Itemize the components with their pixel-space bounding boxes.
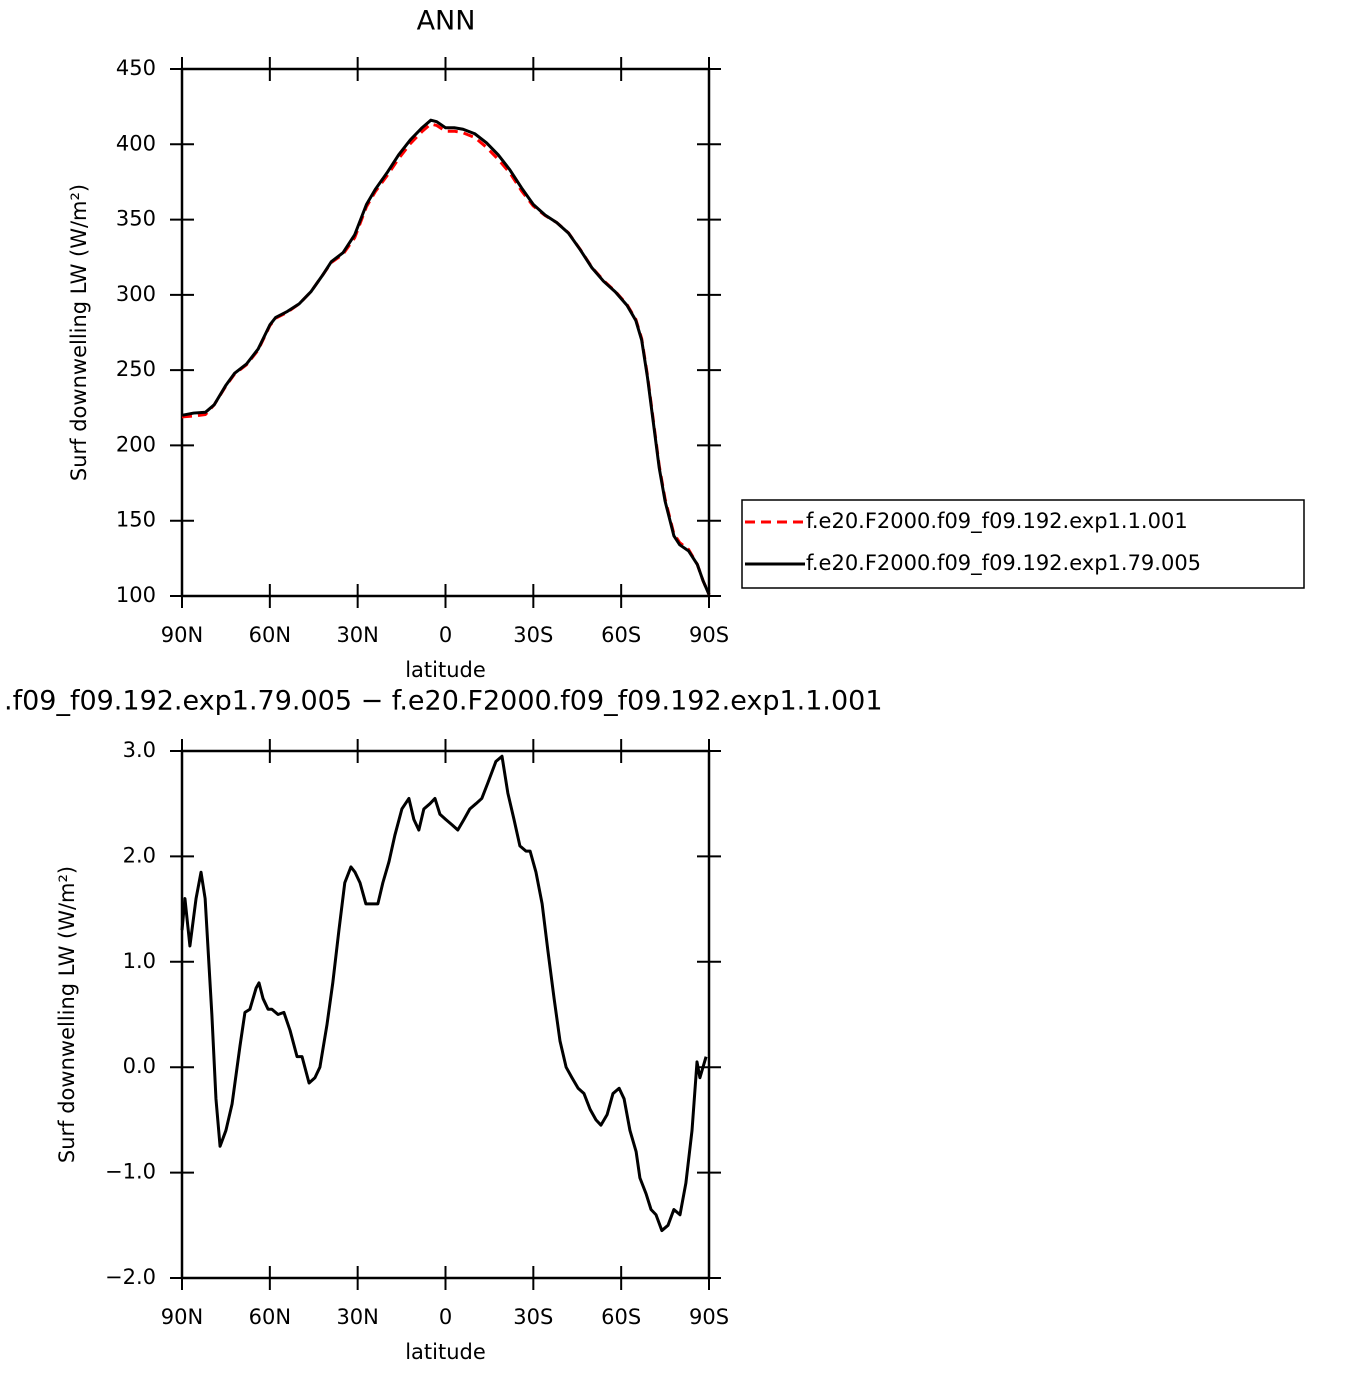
y-axis-label: Surf downwelling LW (W/m²): [55, 866, 79, 1163]
y-tick-label: 1.0: [123, 949, 156, 973]
plot-frame: [180, 67, 711, 598]
y-tick-label: 0.0: [123, 1054, 156, 1078]
x-axis-label: latitude: [405, 1340, 486, 1364]
data-line: [180, 754, 708, 1233]
y-tick-label: 350: [116, 207, 156, 231]
y-tick-label: 150: [116, 508, 156, 532]
x-tick-label: 90S: [689, 623, 729, 647]
y-tick-label: 250: [116, 357, 156, 381]
data-line: [181, 122, 711, 596]
x-tick-label: 90N: [161, 623, 203, 647]
y-tick-label: −2.0: [105, 1265, 156, 1289]
x-tick-label: 30N: [336, 623, 378, 647]
legend-box: [741, 499, 1305, 589]
chart-title: .f09_f09.192.exp1.79.005 − f.e20.F2000.f…: [4, 686, 883, 717]
x-tick-label: 30N: [336, 1305, 378, 1329]
data-line: [181, 118, 711, 596]
legend-label: f.e20.F2000.f09_f09.192.exp1.79.005: [806, 551, 1201, 576]
x-tick-label: 90N: [161, 1305, 203, 1329]
y-tick-label: 200: [116, 432, 156, 456]
x-tick-label: 60N: [249, 623, 291, 647]
y-tick-label: 450: [116, 56, 156, 80]
y-tick-label: 2.0: [123, 843, 156, 867]
x-tick-label: 0: [439, 623, 452, 647]
y-tick-label: 300: [116, 282, 156, 306]
chart-title: ANN: [417, 6, 476, 37]
x-tick-label: 60S: [601, 1305, 641, 1329]
y-tick-label: 400: [116, 131, 156, 155]
plot-frame: [180, 749, 711, 1280]
x-tick-label: 90S: [689, 1305, 729, 1329]
x-tick-label: 60S: [601, 623, 641, 647]
y-tick-label: 100: [116, 583, 156, 607]
y-tick-label: −1.0: [105, 1160, 156, 1184]
x-axis-label: latitude: [405, 658, 486, 682]
x-tick-label: 30S: [513, 623, 553, 647]
y-axis-label: Surf downwelling LW (W/m²): [67, 184, 91, 481]
x-tick-label: 60N: [249, 1305, 291, 1329]
legend-label: f.e20.F2000.f09_f09.192.exp1.1.001: [806, 509, 1188, 534]
x-tick-label: 30S: [513, 1305, 553, 1329]
x-tick-label: 0: [439, 1305, 452, 1329]
y-tick-label: 3.0: [123, 738, 156, 762]
